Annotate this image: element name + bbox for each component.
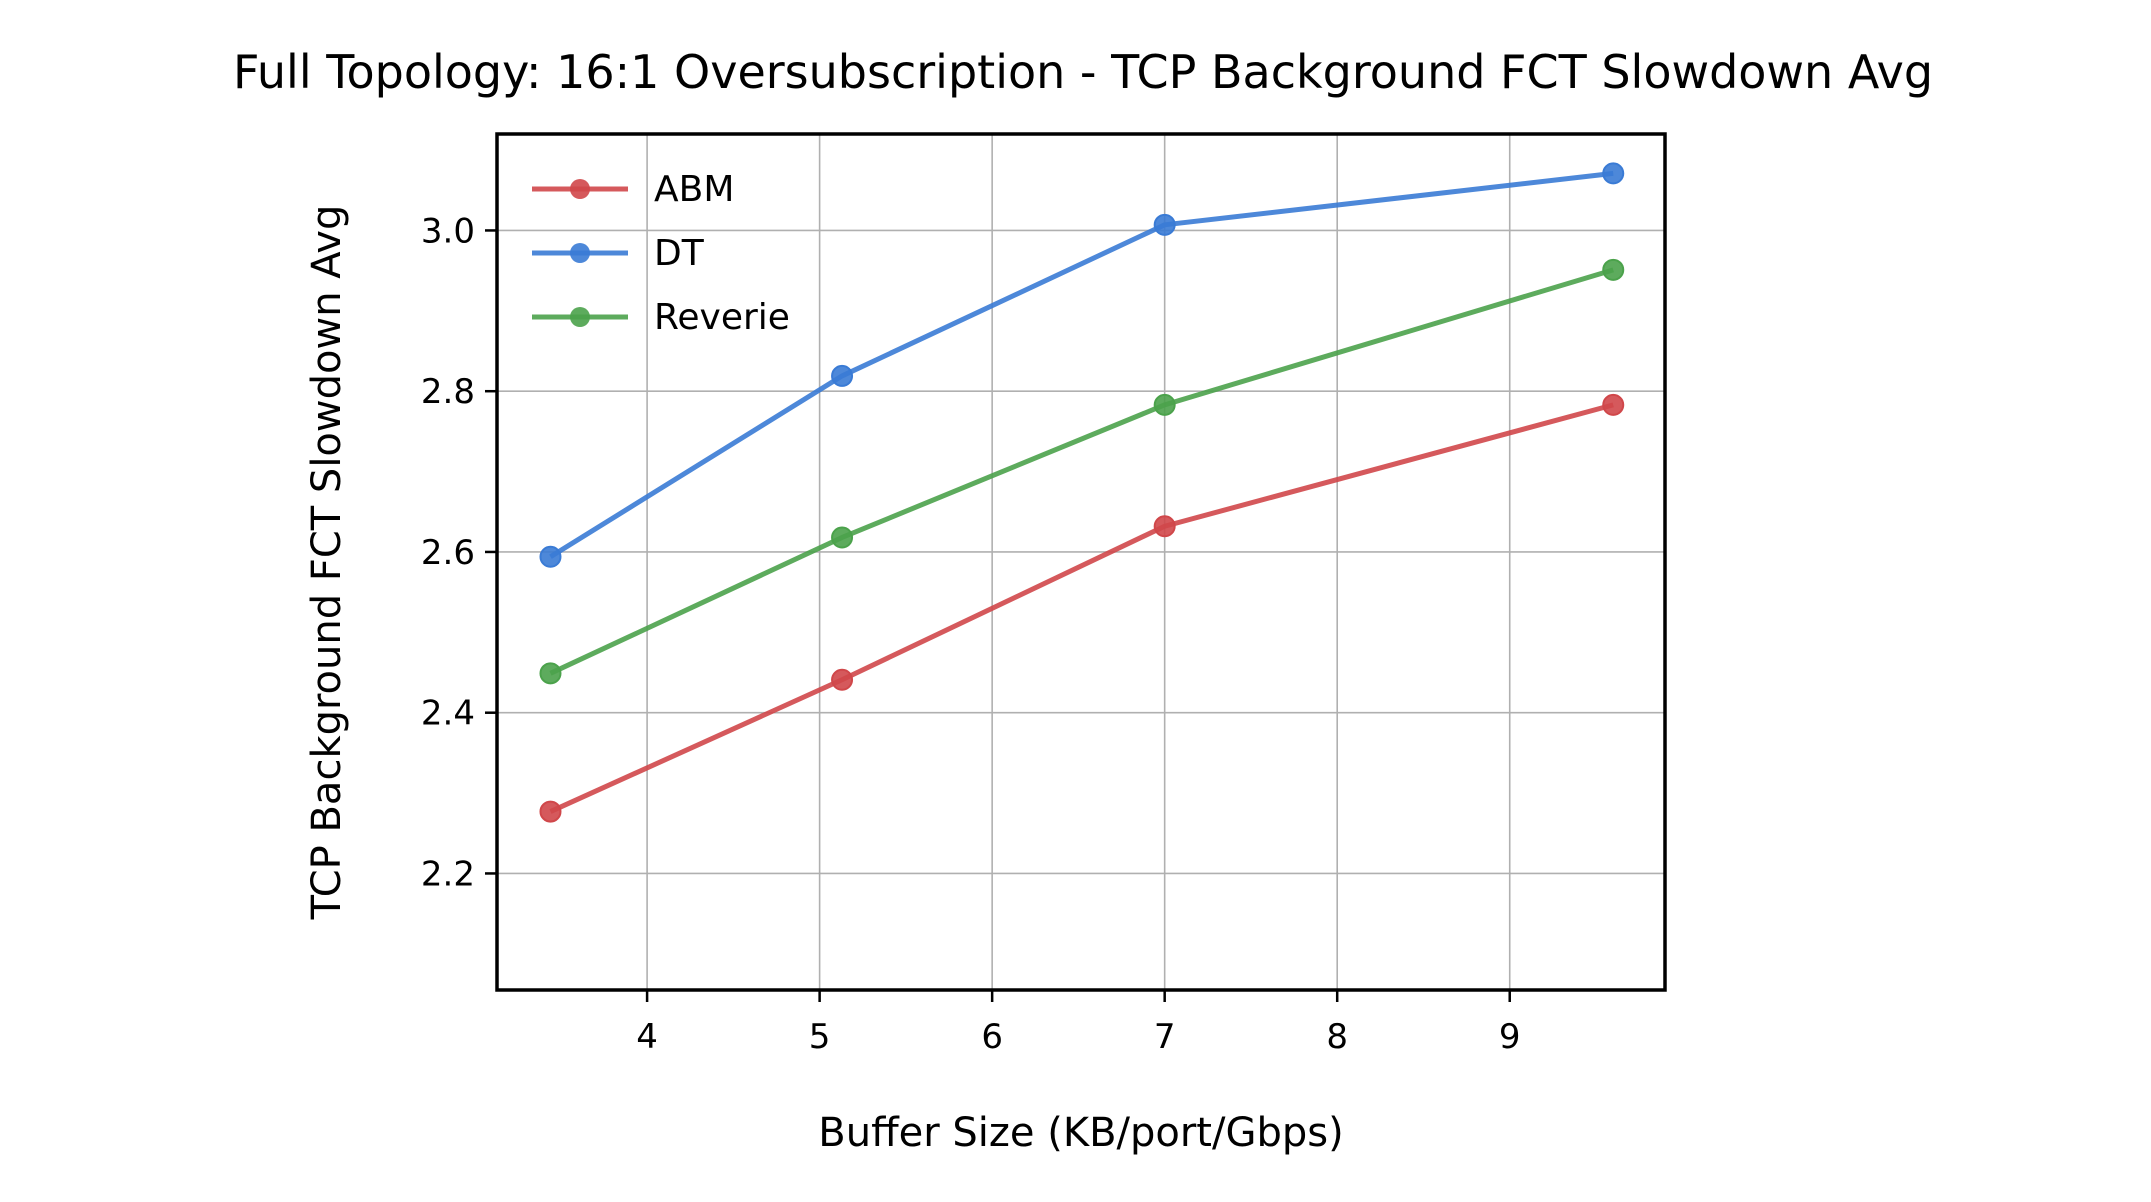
series-line-reverie: [549, 267, 1614, 676]
data-point-dt: [1153, 213, 1176, 236]
legend-label-reverie: Reverie: [654, 297, 790, 338]
grid-lines: [497, 134, 1665, 990]
x-tick-label: 4: [636, 1017, 658, 1057]
data-point-dt: [539, 545, 562, 568]
x-tick-label: 5: [809, 1017, 831, 1057]
plot-frame: [495, 132, 1667, 992]
data-point-abm: [1153, 515, 1176, 538]
x-axis-label: Buffer Size (KB/port/Gbps): [818, 1110, 1343, 1156]
x-tick-label: 6: [981, 1017, 1003, 1057]
x-tick-label: 8: [1326, 1017, 1348, 1057]
x-tick-label: 9: [1499, 1017, 1521, 1057]
y-tick-label: 2.8: [421, 372, 475, 412]
y-tick-label: 3.0: [421, 211, 475, 251]
y-tick-label: 2.6: [421, 533, 475, 573]
data-point-abm: [539, 800, 562, 823]
legend-marker-dt: [570, 243, 590, 263]
y-axis-label: TCP Background FCT Slowdown Avg: [304, 205, 350, 921]
chart-title: Full Topology: 16:1 Oversubscription - T…: [233, 45, 1933, 99]
data-point-dt: [831, 364, 854, 387]
y-tick-label: 2.2: [421, 854, 475, 894]
data-point-reverie: [1602, 258, 1625, 281]
legend-marker-abm: [570, 179, 590, 199]
data-point-dt: [1602, 162, 1625, 185]
legend-marker-reverie: [570, 307, 590, 327]
data-series: [539, 162, 1625, 823]
data-point-reverie: [1153, 393, 1176, 416]
data-point-abm: [1602, 393, 1625, 416]
data-point-reverie: [539, 662, 562, 685]
data-point-reverie: [831, 526, 854, 549]
series-line-dt: [549, 170, 1614, 559]
y-tick-label: 2.4: [421, 694, 475, 734]
legend-label-dt: DT: [654, 233, 705, 274]
legend: ABM DT Reverie: [532, 169, 790, 338]
data-point-abm: [831, 668, 854, 691]
x-tick-label: 7: [1154, 1017, 1176, 1057]
axis-ticks: 4 5 6 7 8 9 2.2 2.4 2.6 2.8 3.0: [421, 211, 1521, 1057]
legend-label-abm: ABM: [654, 169, 734, 210]
series-line-abm: [549, 402, 1614, 814]
